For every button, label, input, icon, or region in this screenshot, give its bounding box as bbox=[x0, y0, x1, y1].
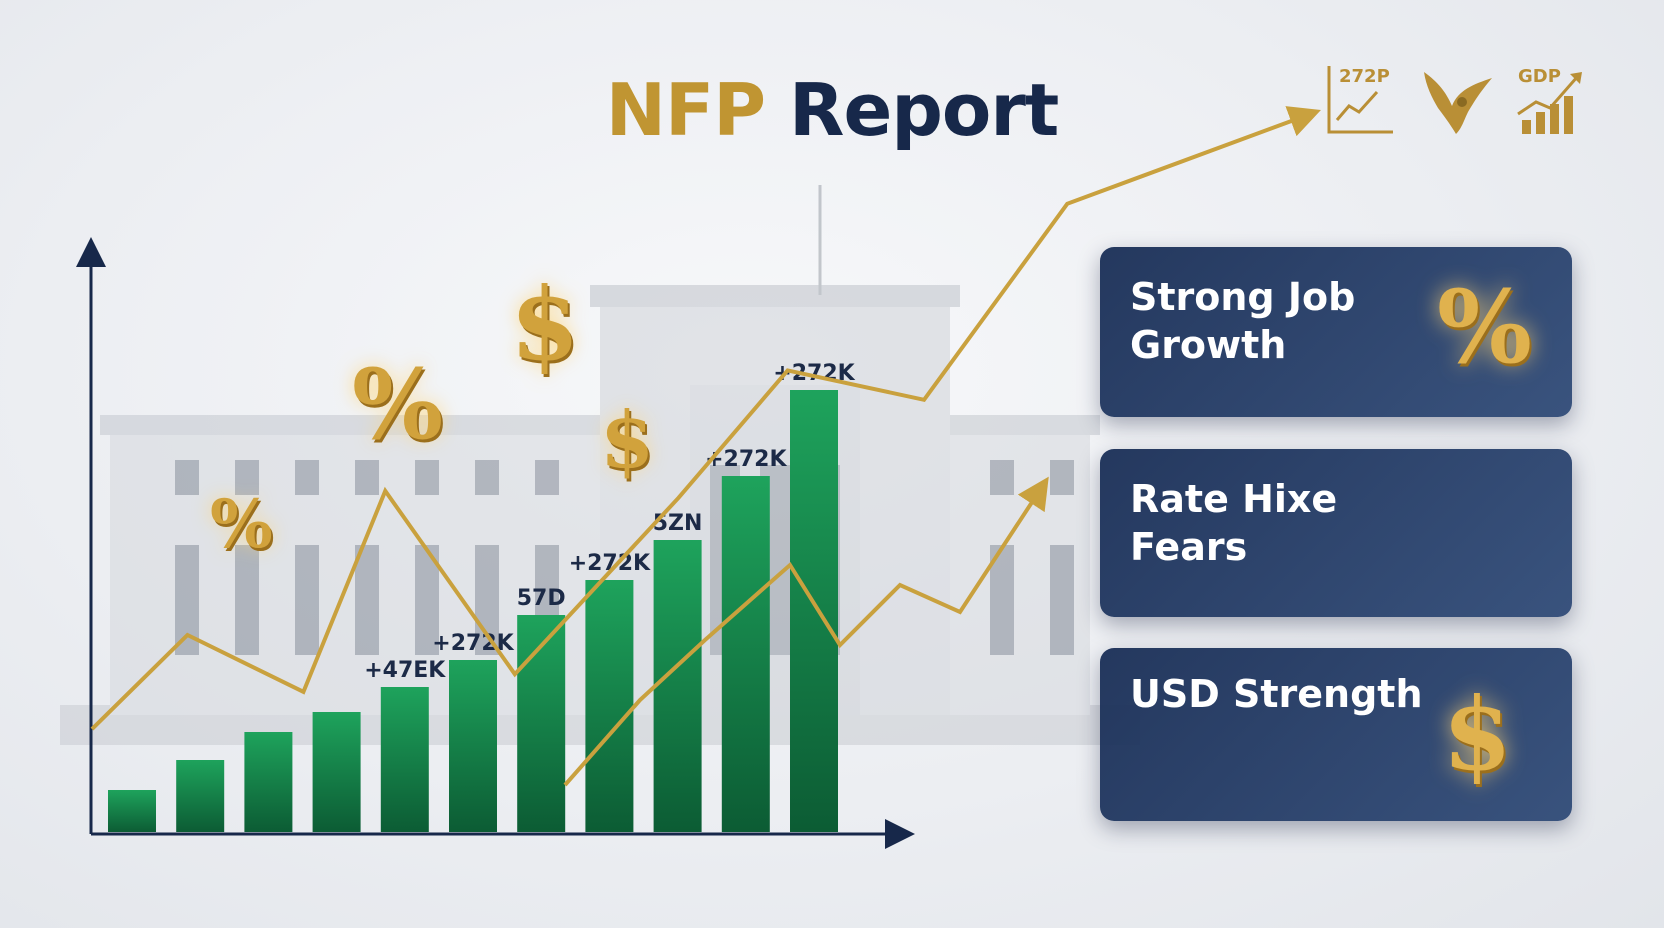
bar-2 bbox=[244, 732, 293, 832]
bar-1 bbox=[176, 760, 225, 832]
bar-9 bbox=[721, 476, 770, 832]
chart-icon-label: 272P bbox=[1339, 66, 1390, 87]
bar-3 bbox=[312, 712, 361, 832]
title-accent: NFP bbox=[605, 68, 766, 152]
page-title: NFP Report bbox=[0, 68, 1664, 152]
bar-4 bbox=[380, 687, 429, 832]
bar-label-5: +272K bbox=[432, 631, 514, 656]
dollar-icon: $ bbox=[1442, 675, 1512, 793]
percent-symbol-large: % bbox=[352, 348, 444, 461]
gdp-icon: GDP bbox=[1512, 62, 1592, 142]
card-rate-hike-fears: Rate Hixe Fears bbox=[1100, 449, 1572, 617]
bar-5 bbox=[449, 660, 497, 832]
bar-8 bbox=[653, 540, 702, 832]
bar-6 bbox=[517, 615, 566, 832]
secondary-trend-line bbox=[563, 476, 1049, 787]
chart-icon: 272P bbox=[1325, 62, 1405, 142]
card-title: Rate Hixe Fears bbox=[1130, 477, 1338, 569]
bar-label-4: +47EK bbox=[364, 658, 446, 683]
bar-7 bbox=[585, 580, 634, 832]
eagle-icon bbox=[1418, 62, 1498, 142]
card-strong-job-growth: Strong Job Growth % bbox=[1100, 247, 1572, 417]
trend-line bbox=[90, 106, 1321, 731]
bar-0 bbox=[108, 790, 156, 832]
card-title: Strong Job Growth bbox=[1130, 275, 1356, 367]
card-title: USD Strength bbox=[1130, 672, 1423, 716]
percent-symbol: % bbox=[210, 485, 273, 563]
bar-label-6: 57D bbox=[517, 586, 566, 611]
title-main: Report bbox=[789, 68, 1059, 152]
percent-icon: % bbox=[1436, 268, 1532, 386]
gdp-icon-label: GDP bbox=[1518, 66, 1561, 87]
bar-10 bbox=[790, 390, 838, 832]
card-usd-strength: USD Strength $ bbox=[1100, 648, 1572, 821]
dollar-symbol-large: $ bbox=[510, 265, 580, 383]
dollar-symbol: $ bbox=[600, 395, 655, 486]
